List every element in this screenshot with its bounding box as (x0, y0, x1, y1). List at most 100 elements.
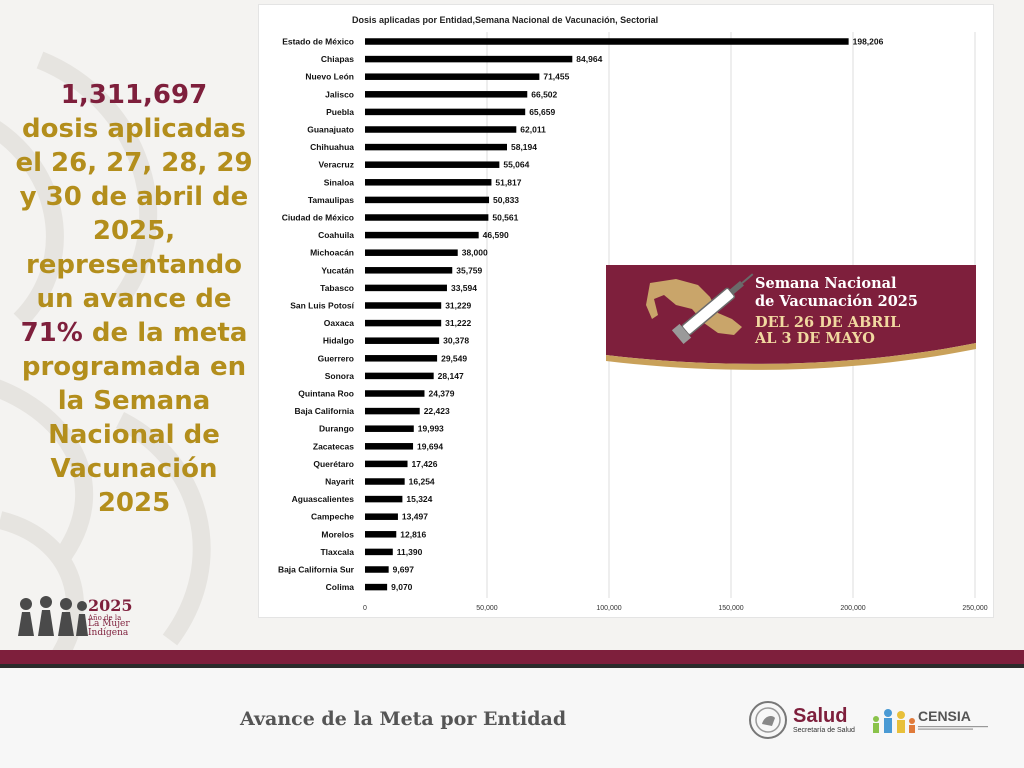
x-tick-label: 200,000 (840, 605, 865, 612)
bar (365, 460, 408, 468)
bar (365, 390, 425, 397)
bar (365, 249, 458, 256)
bar (365, 161, 500, 168)
bar (365, 91, 528, 98)
logo-line-3: Indígena (88, 628, 129, 638)
bar (365, 355, 438, 362)
chart-title: Dosis aplicadas por Entidad,Semana Nacio… (352, 15, 659, 25)
category-label: Colima (326, 582, 355, 592)
category-label: Yucatán (321, 265, 354, 275)
category-label: Ciudad de México (282, 213, 354, 223)
value-label: 62,011 (520, 125, 546, 135)
category-label: Nuevo León (305, 72, 354, 82)
x-tick-label: 0 (363, 605, 367, 612)
bar (365, 108, 526, 116)
category-label: Tlaxcala (320, 547, 354, 557)
bar (365, 495, 403, 503)
bar (365, 38, 849, 45)
value-label: 31,222 (445, 318, 471, 328)
bar (365, 214, 489, 221)
bar (365, 196, 490, 204)
footer-title: Avance de la Meta por Entidad (240, 708, 567, 730)
category-label: Sonora (325, 371, 355, 381)
censia-logo-text: CENSIA (918, 708, 971, 724)
summary-text-b: de la meta programada en la Semana Nacio… (21, 318, 248, 518)
value-label: 16,254 (409, 477, 435, 487)
category-label: San Luis Potosí (290, 301, 354, 311)
summary-percent: 71% (20, 318, 83, 348)
bar (365, 372, 434, 380)
censia-figures-icon (873, 709, 915, 733)
value-label: 22,423 (424, 406, 450, 416)
value-label: 58,194 (511, 142, 537, 152)
bar (365, 583, 388, 591)
category-label: Morelos (321, 529, 354, 539)
bar (365, 407, 420, 415)
bar (365, 231, 479, 239)
value-label: 30,378 (443, 336, 469, 346)
value-label: 24,379 (428, 389, 454, 399)
banner-line-1: Semana Nacional (755, 275, 897, 292)
x-tick-label: 150,000 (718, 605, 743, 612)
category-label: Oaxaca (324, 318, 355, 328)
bar (365, 302, 442, 309)
category-label: Tamaulipas (308, 195, 354, 205)
category-label: Quintana Roo (298, 389, 354, 399)
value-label: 9,697 (393, 565, 415, 575)
bar (365, 73, 540, 80)
x-tick-label: 100,000 (596, 605, 621, 612)
value-label: 19,993 (418, 424, 444, 434)
category-label: Chiapas (321, 54, 354, 64)
syringe-icon (671, 273, 754, 345)
category-label: Coahuila (318, 230, 354, 240)
value-label: 28,147 (438, 371, 464, 381)
bar (365, 548, 393, 556)
bar (365, 319, 442, 327)
category-label: Querétaro (313, 459, 354, 469)
value-label: 33,594 (451, 283, 477, 293)
category-label: Estado de México (282, 37, 354, 47)
bar (365, 566, 389, 573)
category-label: Baja California Sur (278, 565, 355, 575)
bar (365, 284, 447, 292)
value-label: 51,817 (495, 177, 521, 187)
mexico-map-icon (646, 279, 742, 335)
censia-fine-print (918, 726, 988, 730)
value-label: 12,816 (400, 529, 426, 539)
value-label: 11,390 (397, 547, 423, 557)
bar (365, 443, 414, 450)
summary-text-a: dosis aplicadas el 26, 27, 28, 29 y 30 d… (15, 114, 253, 314)
bar (365, 143, 507, 151)
category-label: Hidalgo (323, 336, 354, 346)
bar (365, 337, 440, 344)
background-swirl-pattern (0, 51, 211, 650)
category-label: Chihuahua (310, 142, 354, 152)
logo-line-1: Año de la (88, 614, 122, 622)
footer-stripe-dark (0, 664, 1024, 668)
bar (365, 425, 414, 432)
logo-line-2: La Mujer (88, 619, 130, 629)
value-label: 50,833 (493, 195, 519, 205)
category-label: Tabasco (320, 283, 354, 293)
category-label: Aguascalientes (292, 494, 355, 504)
category-label: Nayarit (325, 477, 354, 487)
category-label: Guerrero (318, 353, 354, 363)
value-label: 19,694 (417, 441, 443, 451)
bar (365, 267, 453, 274)
women-figures-logo (18, 596, 88, 636)
value-label: 31,229 (445, 301, 471, 311)
salud-logo-text: Salud (793, 705, 848, 727)
value-label: 9,070 (391, 582, 413, 592)
footer (0, 668, 1024, 768)
bar (365, 179, 492, 186)
value-label: 15,324 (406, 494, 432, 504)
category-label: Veracruz (319, 160, 354, 170)
bar-chart: 0 50,000 100,000 150,000 200,000 250,000 Estad… (278, 32, 988, 612)
category-label: Durango (319, 424, 354, 434)
category-label: Sinaloa (324, 177, 355, 187)
value-label: 65,659 (529, 107, 555, 117)
banner-line-3: DEL 26 DE ABRIL (755, 314, 901, 331)
national-seal-icon (749, 701, 787, 739)
value-label: 17,426 (412, 459, 438, 469)
summary-text: 1,311,697 dosis aplicadas el 26, 27, 28,… (14, 78, 254, 520)
